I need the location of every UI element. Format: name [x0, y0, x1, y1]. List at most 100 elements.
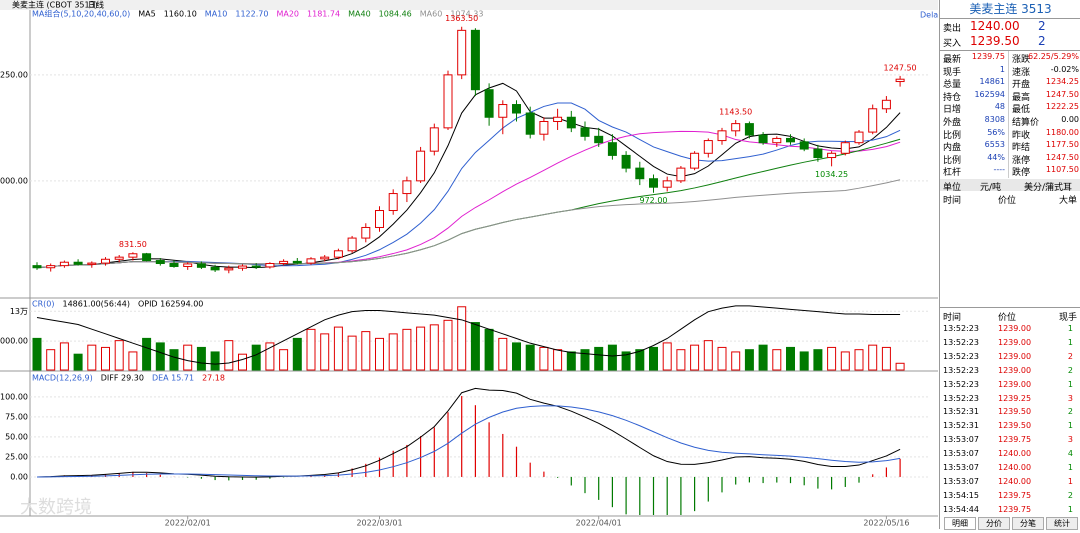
price-annotation: 1363.50 [445, 14, 478, 23]
trade-price: 1239.50 [998, 407, 1032, 417]
candle-body [895, 78, 905, 83]
quote-value: 1107.50 [1045, 165, 1079, 175]
candle-body [717, 130, 727, 142]
quote-label: 速涨 [1012, 67, 1031, 78]
volume-bar [854, 349, 864, 371]
candle-body [868, 108, 878, 133]
volume-bar [580, 349, 590, 371]
label: 买入 [943, 39, 962, 49]
volume-bar [265, 342, 275, 371]
volume-bar [59, 342, 69, 371]
candle-body [662, 180, 672, 188]
unit: 元/吨 [980, 183, 1002, 193]
candle-body [196, 263, 206, 268]
legend-item: 1160.10 [164, 10, 197, 19]
quote-label: 跌停 [1012, 168, 1031, 179]
candle-body [539, 120, 549, 135]
candle-body [375, 210, 384, 228]
tab[interactable]: 分笔 [1012, 517, 1044, 530]
legend-item: MA组合(5,10,20,40,60,0) [32, 9, 130, 19]
quote-value: 6553 [984, 140, 1005, 150]
candle-body [512, 104, 521, 114]
candle-body [73, 261, 83, 265]
dea-line [36, 405, 901, 478]
ma-line [36, 179, 901, 269]
y-tick-label: 75.00 [5, 412, 28, 421]
quote-label: 涨停 [1012, 155, 1031, 166]
diff-line [36, 387, 901, 478]
candle-body [457, 29, 467, 76]
volume-bar [607, 344, 617, 371]
quote-label: 结算价 [1012, 118, 1040, 128]
legend-item: 1181.74 [307, 10, 340, 19]
trade-qty: 2 [1067, 365, 1073, 375]
trade-price: 1240.00 [998, 463, 1032, 472]
trade-time: 13:52:23 [943, 379, 979, 389]
volume-bar [484, 328, 494, 371]
tab[interactable]: 统计 [1046, 517, 1078, 530]
candle-body [361, 226, 371, 239]
symbol: 美麦主连 (CBOT 3513) [12, 0, 98, 10]
volume-bar [251, 344, 261, 371]
quote-label: 开盘 [1012, 80, 1031, 91]
volume-bar [292, 337, 302, 371]
trade-qty: 1 [1067, 324, 1073, 333]
volume-bar [347, 335, 357, 371]
quote-panel: 美麦主连 3513 卖出 1240.00 2 买入 1239.50 2 最新 1239.75 涨跌… [939, 0, 1080, 530]
trade-price: 1239.00 [998, 324, 1032, 333]
legend-item: MA5 [138, 10, 155, 19]
panel-title: 美麦主连 3513 [940, 0, 1080, 19]
volume-bar [498, 337, 508, 371]
volume-bar [525, 344, 535, 371]
volume-bar [388, 333, 398, 371]
volume-bar [224, 340, 234, 371]
qty: 2 [1038, 34, 1046, 48]
y-tick-label: 25.00 [5, 452, 28, 461]
quote-label: 最高 [1012, 92, 1031, 103]
unit: 单位 [943, 183, 962, 193]
trade-qty: 2 [1067, 407, 1073, 417]
volume-bar [183, 344, 193, 371]
rule [940, 50, 1080, 51]
quote-value: 1180.00 [1045, 127, 1079, 137]
quote-value: 1222.25 [1045, 102, 1079, 112]
volume-bar [827, 346, 837, 371]
quote-label: 比例 [943, 130, 962, 141]
trade-time: 13:53:07 [943, 463, 979, 472]
legend-item: 1084.46 [379, 10, 412, 19]
candle-body [87, 262, 97, 265]
table-header: 时间 [943, 313, 962, 323]
candle-body [525, 112, 535, 135]
volume-bar [196, 346, 206, 371]
quote-value: 1177.50 [1045, 140, 1079, 150]
candle-body [758, 134, 768, 144]
candle-body [744, 123, 754, 136]
trade-price: 1239.50 [998, 421, 1032, 431]
volume-bar [306, 328, 316, 371]
volume-bar [649, 346, 658, 371]
quote-value: 14861 [979, 77, 1005, 87]
legend-item: DIFF 29.30 [101, 374, 144, 383]
quote-label: 比例 [943, 155, 962, 166]
quote-label: 最低 [1012, 105, 1031, 116]
quote-label: 总量 [943, 80, 962, 91]
tab[interactable]: 分价 [978, 517, 1010, 530]
volume-bar [703, 340, 713, 371]
quote-label: 现手 [943, 67, 962, 78]
candle-body [183, 263, 193, 267]
trade-time: 13:52:31 [943, 407, 979, 417]
tab[interactable]: 明细 [944, 517, 976, 530]
trade-price: 1240.00 [998, 449, 1032, 459]
trade-time: 13:52:23 [943, 393, 979, 403]
candle-body [333, 250, 343, 258]
candle-body [443, 74, 453, 129]
volume-bar [155, 342, 165, 371]
candle-body [772, 137, 782, 144]
volume-bar [320, 333, 330, 371]
volume-bar [786, 346, 795, 371]
legend-item: 27.18 [202, 374, 225, 383]
quote-value: 1234.25 [1045, 77, 1079, 87]
trade-price: 1239.75 [998, 435, 1032, 445]
quote-value: 162594 [974, 89, 1005, 99]
x-tick-label: 2022/04/01 [576, 519, 622, 528]
